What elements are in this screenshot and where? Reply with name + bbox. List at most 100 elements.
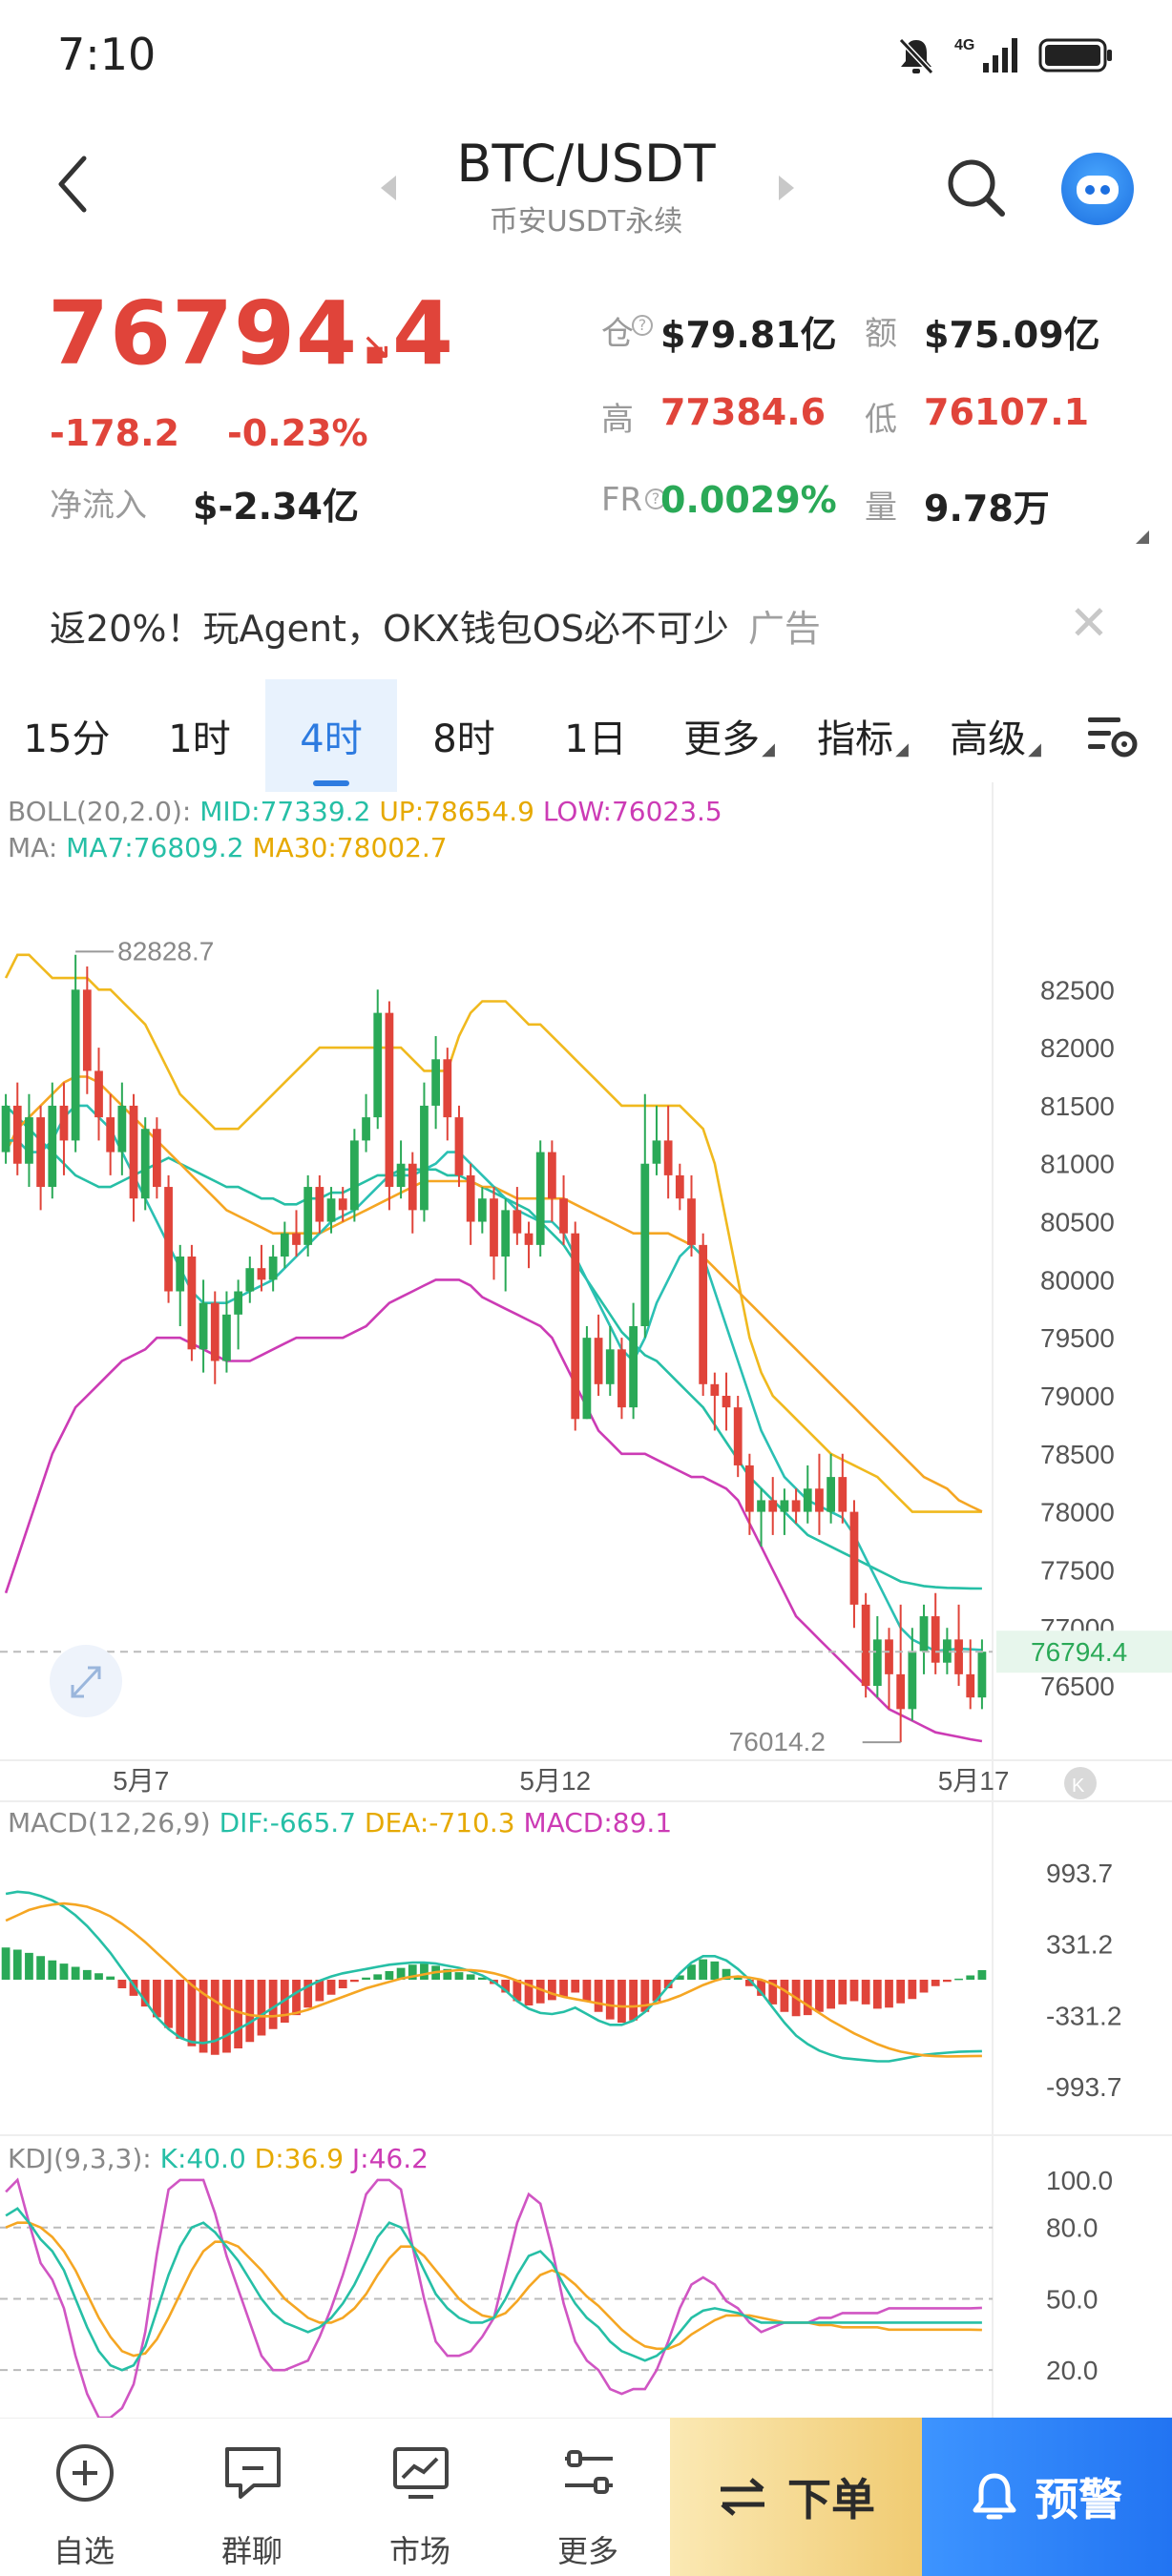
price-alert-button[interactable]: 预警 [922, 2418, 1172, 2576]
boll-low: LOW:76023.5 [542, 796, 722, 827]
nav-market[interactable]: 市场 [336, 2419, 504, 2576]
candle-body [803, 1488, 812, 1512]
macd-bar [768, 1980, 778, 2005]
stat-label: 仓 [601, 315, 634, 353]
macd-bar [513, 1980, 522, 2002]
candle-body [12, 1105, 22, 1164]
scroll-end-icon [1064, 1767, 1097, 1799]
tab-5[interactable]: 更多 ◢ [660, 679, 798, 792]
price-axis-tick: 80000 [1040, 1265, 1115, 1295]
kdj-header: KDJ(9,3,3): K:40.0 D:36.9 J:46.2 [8, 2143, 429, 2174]
macd-bar [36, 1956, 46, 1980]
ai-assistant-avatar[interactable] [1061, 153, 1134, 225]
pair-title: BTC/USDT [456, 134, 716, 194]
chart-settings-icon[interactable] [1086, 712, 1141, 759]
candle-body [385, 1012, 394, 1188]
tab-6[interactable]: 指标 ◢ [798, 679, 928, 792]
dropdown-caret-icon: ◢ [1028, 738, 1041, 759]
macd-bar [408, 1964, 417, 1980]
ad-close-icon[interactable]: ✕ [1069, 595, 1109, 651]
search-icon[interactable] [945, 156, 1008, 219]
swap-arrows-icon [721, 2478, 764, 2516]
nav-group-chat[interactable]: 群聊 [168, 2419, 336, 2576]
macd-axis-tick: 993.7 [1046, 1859, 1113, 1888]
price-axis-tick: 82500 [1040, 975, 1115, 1005]
macd-bar [872, 1980, 882, 2009]
price-axis-tick: 77500 [1040, 1555, 1115, 1585]
candle-body [245, 1268, 255, 1292]
price-axis-tick: 78500 [1040, 1440, 1115, 1469]
candle-body [861, 1604, 870, 1687]
next-pair-button[interactable] [775, 174, 798, 202]
info-icon[interactable]: ? [632, 315, 653, 336]
candle-body [454, 1117, 464, 1175]
candle-body [699, 1244, 708, 1384]
candle-body [524, 1233, 534, 1245]
expand-corner-icon[interactable] [1136, 530, 1149, 544]
macd-bar [559, 1980, 568, 1997]
price-change: -178.2 [50, 412, 179, 454]
candle-body [373, 1012, 383, 1118]
stat-value: $79.81亿 [660, 314, 837, 356]
back-button[interactable] [50, 151, 97, 218]
tab-3[interactable]: 8时 [397, 679, 531, 792]
tab-2[interactable]: 4时 [265, 679, 397, 792]
scroll-end-glyph: K [1072, 1776, 1085, 1797]
candle-body [757, 1500, 765, 1512]
candle-body [303, 1187, 313, 1245]
candle-body [640, 1163, 650, 1326]
macd-bar [385, 1971, 394, 1980]
prev-pair-button[interactable] [377, 174, 400, 202]
macd-bar [140, 1980, 150, 2007]
nav-watchlist[interactable]: 自选 [0, 2419, 168, 2576]
macd-bar [931, 1980, 940, 1986]
candle-body [733, 1407, 743, 1465]
tab-0[interactable]: 15分 [0, 679, 134, 792]
tab-7[interactable]: 高级 ◢ [928, 679, 1063, 792]
kline-chart[interactable]: 82500 82000 81500 81000 80500 80000 79500 79000… [0, 0, 1172, 2418]
candle-body [605, 1349, 615, 1384]
macd-dea: DEA:-710.3 [364, 1807, 515, 1839]
macd-bar [977, 1969, 987, 1980]
boll-mid-line [5, 1104, 982, 1590]
place-order-button[interactable]: 下单 [670, 2418, 922, 2576]
candle-body [827, 1477, 836, 1512]
candle-body [48, 1105, 57, 1188]
macd-bar [954, 1978, 963, 1981]
candle-body [443, 1059, 452, 1118]
fullscreen-expand-icon[interactable] [50, 1645, 122, 1717]
ad-banner[interactable]: 返20%！玩Agent，OKX钱包OS必不可少 广告 [50, 599, 821, 652]
macd-bar [106, 1976, 115, 1980]
macd-bar [420, 1963, 429, 1980]
candle-body [210, 1302, 220, 1361]
info-icon[interactable]: ? [645, 488, 666, 509]
macd-value: MACD:89.1 [523, 1807, 673, 1839]
stat-label: 额 [865, 315, 897, 353]
stat-label: 低 [865, 401, 897, 439]
macd-bar [210, 1980, 220, 2055]
macd-bar [164, 1980, 173, 2028]
tab-4[interactable]: 1日 [531, 679, 660, 792]
candle-body [571, 1233, 580, 1420]
candle-body [513, 1210, 522, 1234]
macd-bar [396, 1967, 406, 1980]
candle-body [431, 1059, 441, 1106]
candle-body [94, 1070, 103, 1118]
order-label: 下单 [787, 2474, 875, 2525]
macd-bar [861, 1980, 870, 2005]
nav-more[interactable]: 更多 [504, 2419, 672, 2576]
macd-bar [827, 1980, 836, 2009]
macd-bar [675, 1975, 684, 1980]
price-axis-tick: 79000 [1040, 1381, 1115, 1411]
candle-body [420, 1105, 429, 1211]
macd-bar [605, 1980, 615, 2020]
macd-bar [733, 1976, 743, 1980]
pair-subtitle: 币安USDT永续 [489, 205, 683, 239]
macd-bar [722, 1968, 731, 1980]
candle-body [106, 1117, 115, 1153]
pair-header[interactable]: BTC/USDT 币安USDT永续 [0, 134, 1172, 239]
tab-1[interactable]: 1时 [134, 679, 265, 792]
macd-bar [454, 1972, 464, 1980]
alert-label: 预警 [1035, 2474, 1122, 2525]
macd-bar [222, 1980, 231, 2053]
